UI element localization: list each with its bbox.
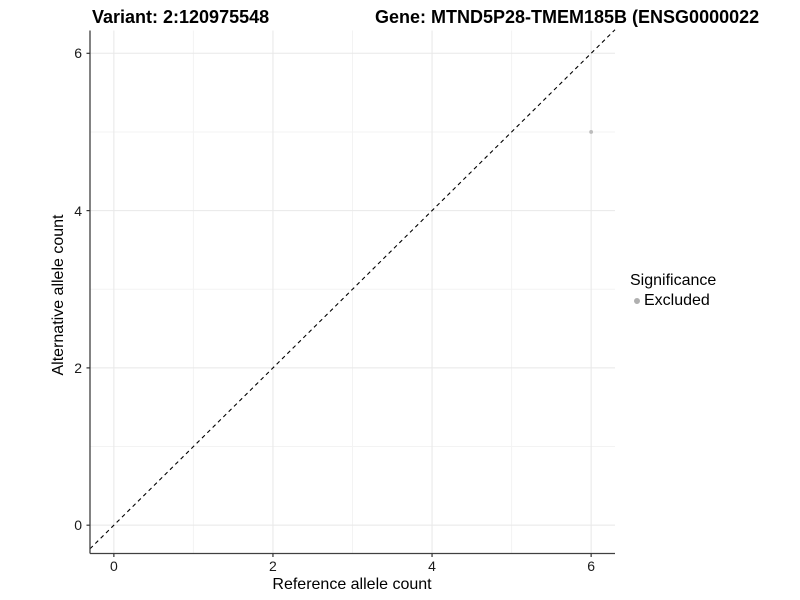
x-tick-label: 4 <box>428 558 436 574</box>
y-tick-label: 0 <box>74 517 82 534</box>
y-axis-title: Alternative allele count <box>50 214 67 376</box>
variant-title: Variant: 2:120975548 <box>92 7 270 27</box>
x-axis-title: Reference allele count <box>272 576 432 593</box>
legend-items: Excluded <box>630 291 716 311</box>
x-tick-label: 0 <box>109 558 118 574</box>
circle-icon <box>634 298 640 304</box>
y-tick-label: 4 <box>74 202 82 219</box>
legend: Significance Excluded <box>630 271 716 311</box>
y-tick-label: 6 <box>74 45 82 62</box>
data-point <box>589 130 594 134</box>
legend-item: Excluded <box>630 291 716 311</box>
identity-line <box>89 29 616 550</box>
x-tick-label: 2 <box>269 558 277 574</box>
legend-title: Significance <box>630 272 717 289</box>
gene-title: Gene: MTND5P28-TMEM185B (ENSG0000022 <box>375 7 760 27</box>
x-tick-label: 6 <box>587 558 596 574</box>
y-tick-label: 2 <box>74 359 82 376</box>
legend-item-label: Excluded <box>644 292 710 309</box>
